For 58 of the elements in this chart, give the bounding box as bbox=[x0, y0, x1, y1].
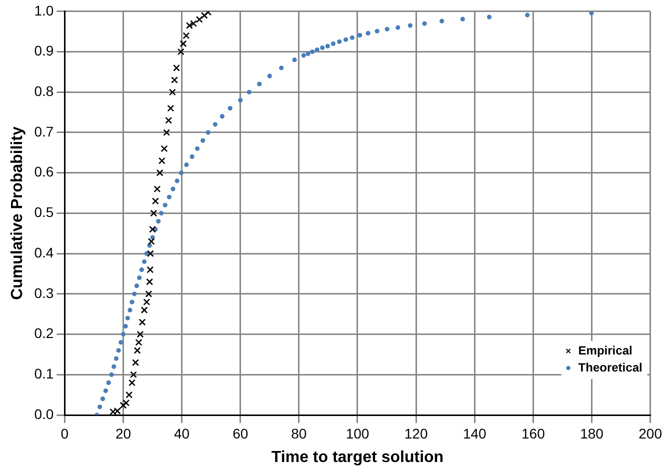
point bbox=[146, 278, 154, 286]
x-tick-label: 80 bbox=[291, 425, 307, 442]
point bbox=[196, 16, 203, 23]
point bbox=[186, 22, 193, 30]
y-tick-label: 0.8 bbox=[34, 82, 54, 99]
x-tick-label: 200 bbox=[638, 425, 662, 442]
y-tick-label: 1.0 bbox=[34, 2, 54, 18]
x-tick-label: 20 bbox=[115, 425, 132, 442]
point bbox=[168, 88, 176, 96]
point bbox=[152, 198, 159, 205]
point bbox=[140, 306, 148, 314]
point bbox=[160, 145, 168, 152]
point bbox=[126, 391, 133, 398]
point bbox=[180, 40, 187, 48]
point bbox=[149, 226, 156, 233]
point bbox=[190, 20, 197, 27]
point bbox=[170, 76, 178, 84]
y-tick-label: 0.6 bbox=[34, 164, 54, 180]
point bbox=[163, 129, 170, 136]
x-tick-label: 0 bbox=[60, 425, 69, 442]
point bbox=[200, 12, 208, 19]
point bbox=[114, 407, 121, 414]
y-tick-label: 0.4 bbox=[34, 244, 54, 260]
y-axis-title: Cumulative Probability bbox=[9, 126, 26, 300]
point bbox=[182, 32, 190, 40]
point bbox=[120, 402, 127, 409]
y-tick-label: 0.7 bbox=[34, 123, 54, 140]
point bbox=[138, 318, 146, 326]
y-tick-label: 0.3 bbox=[34, 284, 54, 301]
x-tick-label: 120 bbox=[404, 425, 428, 442]
y-tick-label: 0.2 bbox=[34, 325, 54, 342]
legend-label: Empirical bbox=[578, 343, 632, 358]
point bbox=[156, 169, 164, 176]
y-tick-label: 0.1 bbox=[34, 366, 54, 382]
x-tick-label: 60 bbox=[232, 425, 248, 442]
legend-label: Theoretical bbox=[578, 360, 642, 374]
y-tick-label: 0.9 bbox=[34, 42, 54, 59]
point bbox=[150, 210, 158, 217]
point bbox=[146, 250, 154, 258]
point bbox=[148, 238, 155, 245]
x-tick-label: 180 bbox=[580, 425, 604, 442]
point bbox=[110, 408, 116, 415]
x-tick-label: 160 bbox=[522, 425, 546, 442]
x-axis-title: Time to target solution bbox=[271, 448, 444, 466]
point bbox=[167, 104, 174, 112]
point bbox=[154, 186, 161, 192]
point bbox=[173, 64, 180, 72]
point bbox=[177, 48, 184, 56]
x-tick-label: 100 bbox=[346, 425, 370, 442]
point bbox=[165, 116, 172, 124]
y-tick-label: 0.5 bbox=[34, 204, 54, 220]
x-tick-label: 40 bbox=[174, 425, 190, 442]
point bbox=[158, 157, 166, 164]
x-tick-label: 140 bbox=[462, 425, 487, 442]
point bbox=[132, 359, 140, 366]
point bbox=[146, 266, 154, 274]
y-tick-label: 0.0 bbox=[34, 406, 54, 422]
point bbox=[122, 399, 130, 406]
